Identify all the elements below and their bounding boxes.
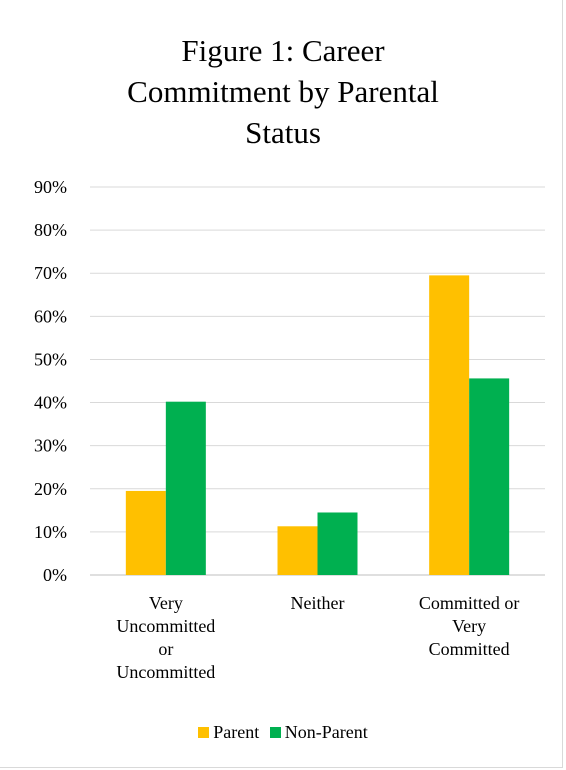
y-tick-label: 20% <box>34 479 67 499</box>
chart-title-line-2: Commitment by Parental <box>127 74 439 109</box>
y-tick-label: 50% <box>34 349 67 369</box>
y-tick-label: 30% <box>34 436 67 456</box>
y-tick-label: 90% <box>34 177 67 197</box>
x-category-label: Committed <box>429 639 510 659</box>
bar-non-parent-2 <box>469 378 510 575</box>
chart-title-line-3: Status <box>245 115 321 150</box>
legend-label-non-parent: Non-Parent <box>284 722 368 742</box>
bar-parent-1 <box>277 526 318 575</box>
x-category-label: or <box>158 639 173 659</box>
bar-parent-0 <box>125 490 166 575</box>
x-category-label: Neither <box>291 593 345 613</box>
bar-non-parent-0 <box>165 401 206 575</box>
bar-non-parent-1 <box>317 512 358 575</box>
y-tick-label: 10% <box>34 522 67 542</box>
y-tick-label: 80% <box>34 220 67 240</box>
chart-title: Figure 1: Career Commitment by Parental … <box>0 30 566 153</box>
bar-parent-2 <box>429 275 470 575</box>
legend-label-parent: Parent <box>213 722 260 742</box>
y-tick-label: 0% <box>43 565 67 585</box>
y-tick-label: 40% <box>34 393 67 413</box>
y-tick-label: 60% <box>34 306 67 326</box>
x-category-label: Very <box>452 616 486 636</box>
legend-item-parent: Parent <box>198 722 259 743</box>
x-category-label: Uncommitted <box>116 662 215 682</box>
chart-title-line-1: Figure 1: Career <box>181 33 385 68</box>
legend-item-non-parent: Non-Parent <box>269 722 368 743</box>
legend: Parent Non-Parent <box>0 722 566 743</box>
legend-swatch-non-parent <box>269 727 281 738</box>
y-tick-label: 70% <box>34 263 67 283</box>
x-category-label: Committed or <box>419 593 520 613</box>
x-category-label: Uncommitted <box>116 616 215 636</box>
legend-swatch-parent <box>198 727 210 738</box>
x-category-label: Very <box>149 593 183 613</box>
